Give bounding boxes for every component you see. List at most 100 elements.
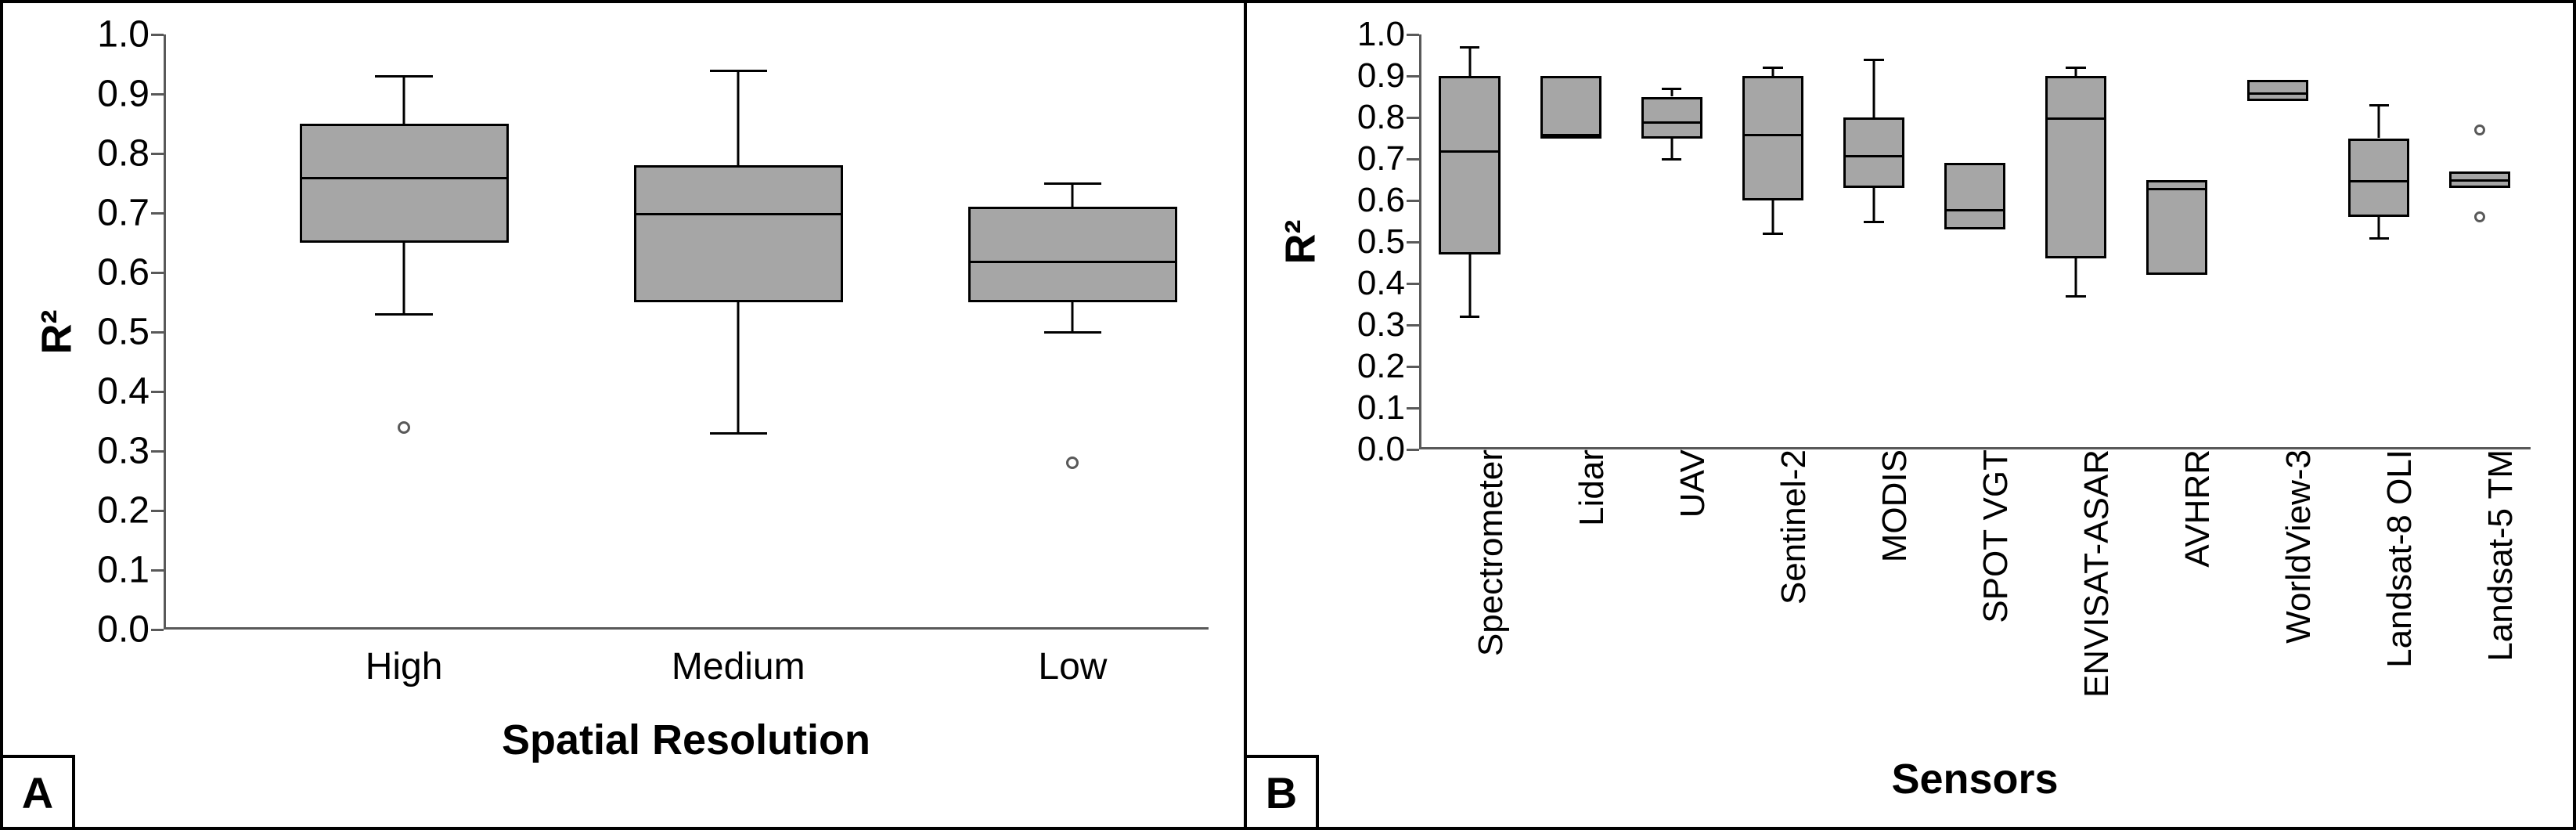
figure: 0.00.10.20.30.40.50.60.70.80.91.0HighMed… [0, 0, 2576, 830]
panel-b-y-axis [1419, 34, 1421, 449]
y-tick-label: 0.7 [97, 192, 164, 235]
y-tick-label: 0.0 [1357, 430, 1419, 469]
x-tick-label: MODIS [1860, 449, 1915, 562]
box [2247, 80, 2308, 101]
y-tick-label: 0.0 [97, 608, 164, 651]
box [1540, 76, 1601, 139]
y-tick-label: 1.0 [1357, 15, 1419, 54]
whisker-cap [1763, 67, 1783, 69]
y-tick-label: 1.0 [97, 13, 164, 56]
panel-b-label: B [1244, 755, 1319, 830]
whisker [1771, 200, 1774, 233]
whisker-cap [1460, 46, 1480, 49]
median-line [2348, 180, 2409, 182]
whisker-cap [1044, 182, 1101, 185]
x-tick-label: High [366, 630, 443, 688]
median-line [1843, 155, 1904, 157]
whisker-cap [710, 70, 767, 72]
whisker [1670, 139, 1673, 160]
whisker-cap [2369, 237, 2390, 240]
median-line [1439, 150, 1500, 153]
y-tick-label: 0.7 [1357, 139, 1419, 179]
whisker [737, 70, 740, 166]
whisker [2075, 258, 2077, 296]
whisker-cap [1662, 88, 1682, 90]
whisker-cap [2369, 104, 2390, 106]
whisker [2378, 105, 2380, 138]
x-tick-label: Low [1038, 630, 1107, 688]
y-tick-label: 0.8 [97, 132, 164, 175]
box [1742, 76, 1803, 200]
whisker-cap [1662, 158, 1682, 161]
box [1641, 97, 1702, 139]
whisker [1872, 188, 1875, 221]
x-tick-label: Medium [672, 630, 805, 688]
y-tick-label: 0.5 [1357, 222, 1419, 262]
y-tick-label: 0.9 [97, 73, 164, 116]
median-line [968, 261, 1177, 263]
whisker-cap [1864, 221, 1884, 223]
y-tick-label: 0.2 [97, 489, 164, 532]
whisker-cap [1460, 316, 1480, 318]
x-tick-label: Lidar [1557, 449, 1612, 526]
median-line [1540, 134, 1601, 136]
box [968, 207, 1177, 302]
box [2348, 139, 2409, 218]
y-tick-label: 0.9 [1357, 56, 1419, 96]
whisker-cap [375, 75, 432, 78]
whisker [1072, 183, 1074, 207]
x-tick-label: Landsat-8 OLI [2365, 449, 2419, 668]
box [1439, 76, 1500, 254]
box [1843, 117, 1904, 188]
whisker-cap [2066, 295, 2086, 298]
panel-a-xlabel: Spatial Resolution [502, 716, 870, 764]
panel-a-plot-area: 0.00.10.20.30.40.50.60.70.80.91.0HighMed… [164, 34, 1209, 630]
panel-b-xlabel: Sensors [1891, 755, 2058, 803]
box [2449, 171, 2510, 188]
whisker [2378, 217, 2380, 238]
panel-b-ylabel: R² [1276, 220, 1324, 265]
panel-a: 0.00.10.20.30.40.50.60.70.80.91.0HighMed… [0, 0, 1247, 830]
panel-b-plot-area: 0.00.10.20.30.40.50.60.70.80.91.0Spectro… [1419, 34, 2531, 449]
outlier-point [2474, 125, 2485, 135]
box [634, 165, 843, 302]
y-tick-label: 0.1 [1357, 388, 1419, 428]
y-tick-label: 0.3 [1357, 305, 1419, 345]
panel-a-label: A [0, 755, 75, 830]
x-tick-label: UAV [1658, 449, 1713, 518]
panel-a-ylabel: R² [32, 310, 81, 355]
box [2146, 180, 2207, 276]
outlier-point [398, 421, 410, 434]
box [2045, 76, 2106, 258]
y-tick-label: 0.6 [1357, 181, 1419, 220]
median-line [2146, 188, 2207, 190]
median-line [1742, 134, 1803, 136]
y-tick-label: 0.2 [1357, 347, 1419, 386]
whisker [737, 302, 740, 433]
whisker [1872, 60, 1875, 117]
x-tick-label: SPOT VGT [1961, 449, 2016, 623]
y-tick-label: 0.3 [97, 430, 164, 473]
y-tick-label: 0.8 [1357, 98, 1419, 137]
median-line [1641, 121, 1702, 124]
whisker [1072, 302, 1074, 332]
whisker [1468, 47, 1471, 76]
y-tick-label: 0.5 [97, 311, 164, 354]
whisker-cap [1763, 233, 1783, 235]
box [1944, 163, 2005, 229]
median-line [300, 177, 509, 179]
whisker-cap [710, 432, 767, 435]
panel-a-y-axis [164, 34, 166, 630]
x-tick-label: WorldView-3 [2264, 449, 2318, 644]
whisker-cap [1044, 331, 1101, 334]
median-line [1944, 209, 2005, 211]
x-tick-label: Sentinel-2 [1759, 449, 1814, 604]
outlier-point [1066, 456, 1079, 469]
outlier-point [2474, 211, 2485, 222]
whisker-cap [1864, 59, 1884, 61]
x-tick-label: ENVISAT-ASAR [2062, 449, 2117, 698]
whisker [403, 76, 405, 124]
y-tick-label: 0.6 [97, 251, 164, 294]
median-line [2247, 92, 2308, 95]
box [300, 124, 509, 243]
